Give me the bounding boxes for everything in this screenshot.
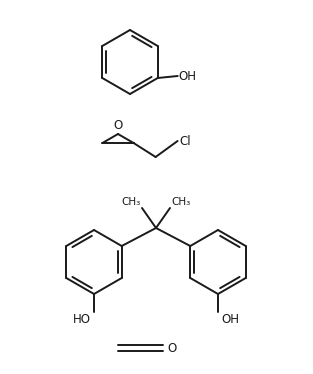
Text: Cl: Cl (180, 135, 191, 147)
Text: HO: HO (73, 313, 91, 326)
Text: O: O (113, 119, 123, 132)
Text: CH₃: CH₃ (171, 197, 190, 207)
Text: CH₃: CH₃ (122, 197, 141, 207)
Text: O: O (167, 341, 176, 355)
Text: OH: OH (179, 70, 197, 83)
Text: OH: OH (221, 313, 239, 326)
